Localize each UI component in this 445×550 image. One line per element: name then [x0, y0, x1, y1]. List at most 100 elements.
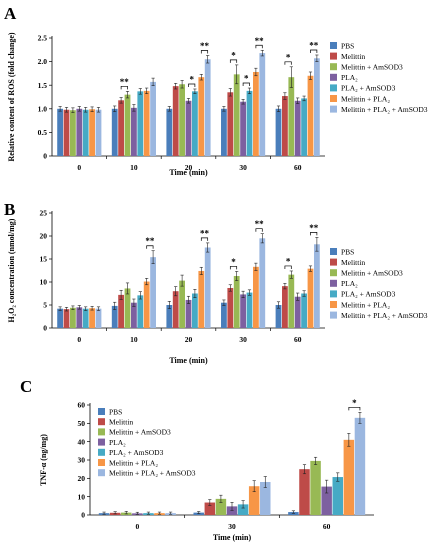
x-tick-label: 30 — [239, 163, 247, 172]
legend-label: PLA₂ + AmSOD3 — [341, 84, 396, 93]
y-axis-title: TNF-α (ng/mg) — [39, 434, 48, 486]
bar — [343, 439, 355, 515]
bar — [57, 108, 64, 156]
bar — [150, 81, 156, 156]
significance-bracket — [284, 61, 292, 65]
bar — [95, 308, 102, 328]
y-tick-label: 20 — [78, 474, 86, 483]
bar — [124, 94, 131, 156]
significance-bracket — [310, 232, 318, 236]
legend-label: Melittin + AmSOD3 — [341, 269, 403, 278]
significance-bracket — [284, 265, 292, 269]
bar — [294, 296, 301, 328]
y-tick-label: 2.0 — [38, 57, 48, 66]
legend-label: Melittin + PLA₂ + AmSOD3 — [109, 469, 196, 478]
bar — [282, 96, 288, 156]
bar — [288, 274, 295, 328]
bar — [288, 77, 295, 156]
legend-label: Melittin — [109, 418, 133, 427]
legend-swatch — [330, 42, 337, 49]
legend-swatch — [98, 408, 105, 415]
bar — [137, 91, 144, 156]
legend-label: Melittin + PLA₂ — [341, 94, 390, 103]
bar — [282, 286, 288, 328]
bar — [185, 100, 192, 156]
bar — [332, 477, 344, 515]
bar — [82, 308, 89, 328]
bar — [233, 74, 240, 156]
bar — [70, 110, 76, 156]
bar — [354, 417, 366, 515]
bar — [111, 108, 118, 156]
y-tick-label: 10 — [78, 492, 86, 501]
y-tick-label: 10 — [40, 278, 48, 287]
significance-bracket — [255, 228, 263, 232]
bar — [143, 90, 150, 156]
y-tick-label: 0 — [81, 511, 85, 520]
panel-letter: A — [4, 4, 17, 23]
legend-swatch — [330, 290, 337, 298]
bar — [313, 58, 320, 156]
legend-label: Melittin — [341, 52, 365, 61]
bar — [111, 305, 118, 328]
bar — [204, 502, 216, 515]
bar — [57, 308, 64, 328]
y-tick-label: 1.5 — [38, 81, 48, 90]
legend-label: Melittin + PLA₂ + AmSOD3 — [341, 311, 428, 320]
y-tick-label: 0 — [43, 324, 47, 333]
bar — [310, 460, 321, 515]
legend-label: Melittin + AmSOD3 — [341, 63, 403, 72]
legend-swatch — [98, 418, 105, 426]
x-tick-label: 10 — [130, 163, 138, 172]
significance-label: ** — [145, 236, 155, 246]
legend-swatch — [98, 448, 105, 456]
legend-swatch — [330, 279, 337, 287]
bar — [95, 109, 102, 156]
legend-swatch — [330, 52, 337, 60]
significance-label: * — [286, 256, 291, 266]
significance-label: ** — [200, 228, 210, 238]
legend-label: PBS — [341, 41, 354, 50]
significance-bracket — [120, 85, 128, 90]
significance-label: ** — [255, 36, 265, 46]
y-tick-label: 25 — [40, 209, 48, 218]
bar — [143, 281, 150, 328]
legend-swatch — [330, 248, 337, 255]
significance-bracket — [146, 245, 154, 249]
y-tick-label: 0.5 — [38, 128, 48, 137]
legend-swatch — [98, 438, 105, 446]
bar — [137, 295, 144, 328]
legend-label: Melittin — [341, 258, 365, 267]
significance-bracket — [229, 59, 238, 63]
y-tick-label: 60 — [78, 401, 86, 410]
bar — [118, 294, 125, 328]
significance-bracket — [348, 406, 361, 411]
bar — [89, 109, 95, 156]
legend-swatch — [98, 459, 105, 466]
legend-label: Melittin + PLA₂ + AmSOD3 — [341, 105, 428, 114]
bar — [237, 504, 249, 515]
bar — [301, 293, 307, 328]
significance-bracket — [200, 237, 209, 241]
x-tick-label: 60 — [294, 335, 302, 344]
panel-c: C 0 10 20 30 40 50 60 0 30 60 * Time (min) TNF-α (ng/… — [20, 377, 374, 542]
legend-swatch — [330, 84, 337, 92]
significance-bracket — [242, 82, 250, 87]
x-tick-label: 60 — [294, 163, 302, 172]
x-axis-title: Time (min) — [213, 533, 252, 542]
significance-label: * — [189, 74, 194, 84]
legend-label: Melittin + AmSOD3 — [109, 428, 171, 437]
significance-label: * — [231, 257, 236, 267]
bar — [215, 498, 227, 515]
legend-swatch — [330, 105, 337, 113]
legend-swatch — [330, 63, 337, 71]
bar — [307, 268, 314, 328]
legend-label: PLA₂ + AmSOD3 — [341, 290, 396, 299]
y-tick-label: 20 — [40, 232, 48, 241]
bar — [259, 238, 266, 328]
significance-label: ** — [309, 40, 319, 50]
significance-label: ** — [120, 77, 130, 87]
bar — [185, 299, 192, 328]
legend-swatch — [330, 258, 337, 266]
